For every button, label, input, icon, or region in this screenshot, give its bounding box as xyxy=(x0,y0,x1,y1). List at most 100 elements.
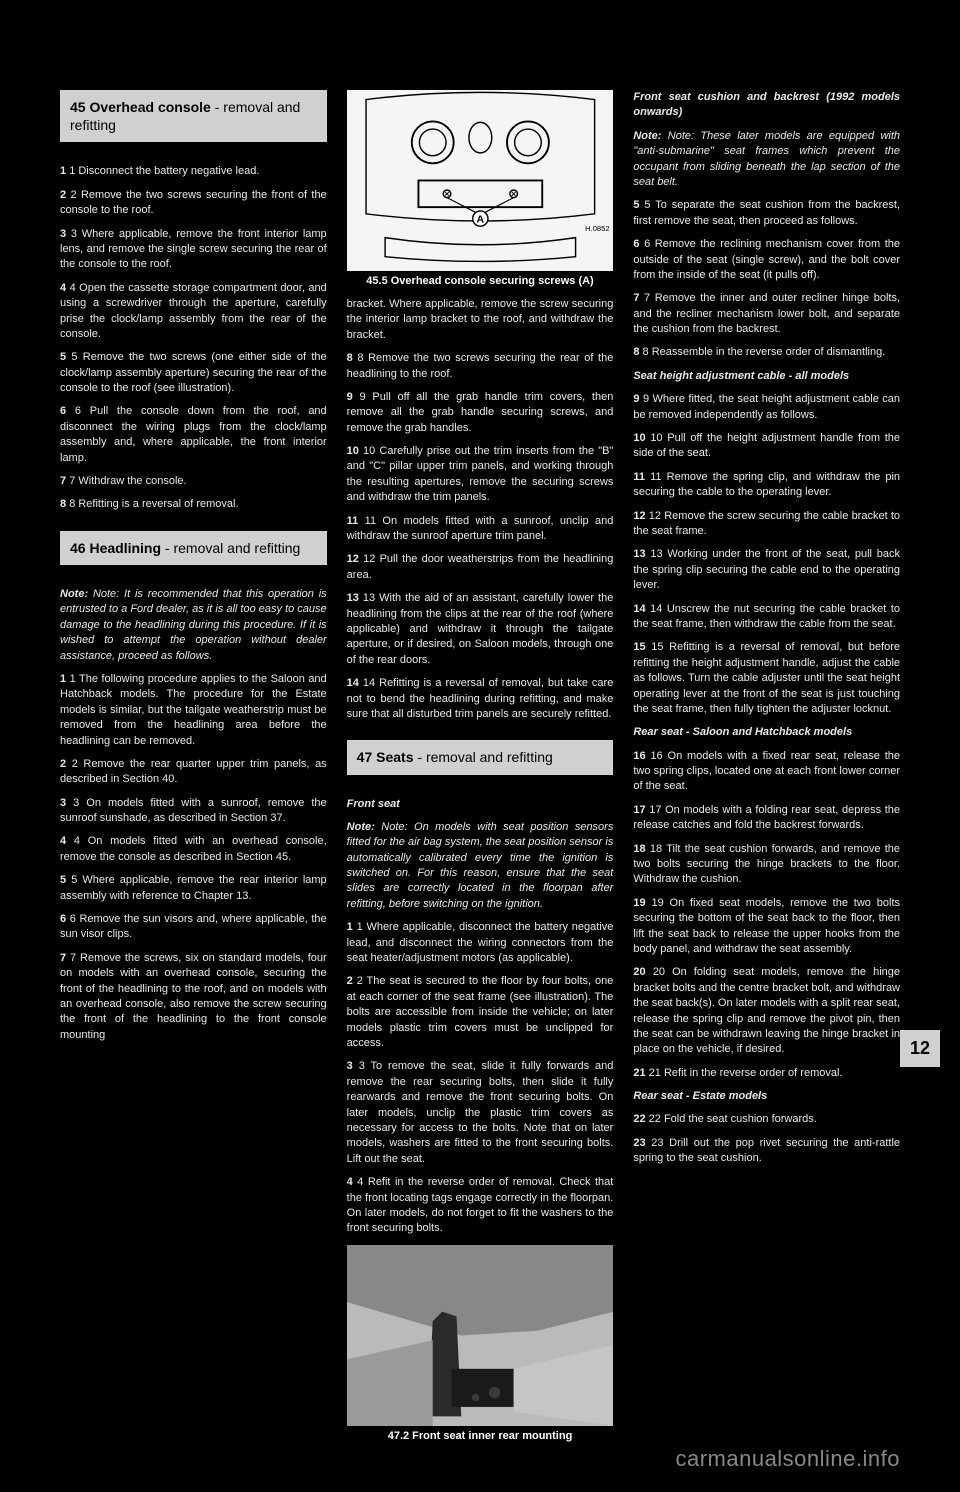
para: 3 3 Where applicable, remove the front i… xyxy=(60,227,327,273)
section-subtitle: - removal and refitting xyxy=(161,540,300,556)
para: 16 16 On models with a fixed rear seat, … xyxy=(633,749,900,795)
subheading: Front seat cushion and backrest (1992 mo… xyxy=(633,90,900,121)
text: 5 To separate the seat cushion from the … xyxy=(633,199,900,226)
subheading: Rear seat - Estate models xyxy=(633,1089,900,1104)
para: 9 9 Where fitted, the seat height adjust… xyxy=(633,392,900,423)
text: 7 Remove the inner and outer recliner hi… xyxy=(633,292,900,335)
para: 2 2 Remove the rear quarter upper trim p… xyxy=(60,757,327,788)
text: 10 Pull off the height adjustment handle… xyxy=(633,432,900,459)
para: 21 21 Refit in the reverse order of remo… xyxy=(633,1066,900,1081)
para: 14 14 Unscrew the nut securing the cable… xyxy=(633,602,900,633)
para: 11 11 On models fitted with a sunroof, u… xyxy=(347,514,614,545)
text: 19 On fixed seat models, remove the two … xyxy=(633,897,900,955)
watermark: carmanualsonline.info xyxy=(675,1446,900,1472)
para: 5 5 Remove the two screws (one either si… xyxy=(60,350,327,396)
text: Note: On models with seat position senso… xyxy=(347,821,614,910)
para: 7 7 Remove the inner and outer recliner … xyxy=(633,291,900,337)
text: 10 Carefully prise out the trim inserts … xyxy=(347,445,614,503)
text: 21 Refit in the reverse order of removal… xyxy=(649,1067,843,1079)
section-title: Overhead console xyxy=(89,99,210,115)
text: 3 To remove the seat, slide it fully for… xyxy=(347,1060,614,1164)
para: 4 4 Open the cassette storage compartmen… xyxy=(60,281,327,343)
para: 4 4 On models fitted with an overhead co… xyxy=(60,834,327,865)
subheading: Front seat xyxy=(347,797,614,812)
para: Note: Note: It is recommended that this … xyxy=(60,587,327,664)
text: 9 Where fitted, the seat height adjustme… xyxy=(633,393,900,420)
text: 7 Remove the screws, six on standard mod… xyxy=(60,952,327,1041)
para: 1 1 Disconnect the battery negative lead… xyxy=(60,164,327,179)
text: 4 On models fitted with an overhead cons… xyxy=(60,835,327,862)
section-num: 46 xyxy=(70,540,86,556)
text: 4 Open the cassette storage compartment … xyxy=(60,282,327,340)
text: 6 Pull the console down from the roof, a… xyxy=(60,405,327,463)
section-46-heading: 46 Headlining - removal and refitting xyxy=(60,531,327,565)
para: 10 10 Pull off the height adjustment han… xyxy=(633,431,900,462)
diagram-overhead-console: A H.0852 xyxy=(347,90,614,271)
para: Note: Note: These later models are equip… xyxy=(633,129,900,191)
para: 8 8 Reassemble in the reverse order of d… xyxy=(633,345,900,360)
para: 19 19 On fixed seat models, remove the t… xyxy=(633,896,900,958)
para: 3 3 To remove the seat, slide it fully f… xyxy=(347,1059,614,1167)
section-45-heading: 45 Overhead console - removal and refitt… xyxy=(60,90,327,142)
text: 3 Where applicable, remove the front int… xyxy=(60,228,327,271)
svg-text:H.0852: H.0852 xyxy=(585,224,610,233)
text: 9 Pull off all the grab handle trim cove… xyxy=(347,391,614,434)
para: 13 13 With the aid of an assistant, care… xyxy=(347,591,614,668)
section-subtitle: - removal and refitting xyxy=(414,749,553,765)
text: 23 Drill out the pop rivet securing the … xyxy=(633,1137,900,1164)
text: 11 Remove the spring clip, and withdraw … xyxy=(633,471,900,498)
para: 17 17 On models with a folding rear seat… xyxy=(633,803,900,834)
text: 1 The following procedure applies to the… xyxy=(60,673,327,747)
para: 14 14 Refitting is a reversal of removal… xyxy=(347,676,614,722)
para: 23 23 Drill out the pop rivet securing t… xyxy=(633,1136,900,1167)
para: 6 6 Pull the console down from the roof,… xyxy=(60,404,327,466)
text: 20 On folding seat models, remove the hi… xyxy=(633,966,900,1055)
text: 18 Tilt the seat cushion forwards, and r… xyxy=(633,843,900,886)
para: 11 11 Remove the spring clip, and withdr… xyxy=(633,470,900,501)
para: 7 7 Withdraw the console. xyxy=(60,474,327,489)
svg-text:A: A xyxy=(476,214,484,225)
figure-caption: 45.5 Overhead console securing screws (A… xyxy=(347,271,614,291)
figure-45-5: A H.0852 45.5 Overhead console securing … xyxy=(347,90,614,291)
para: 18 18 Tilt the seat cushion forwards, an… xyxy=(633,842,900,888)
text: 2 Remove the rear quarter upper trim pan… xyxy=(60,758,327,785)
para: 22 22 Fold the seat cushion forwards. xyxy=(633,1112,900,1127)
section-47-heading: 47 Seats - removal and refitting xyxy=(347,740,614,774)
para: 15 15 Refitting is a reversal of removal… xyxy=(633,640,900,717)
text: Front seat cushion and backrest (1992 mo… xyxy=(633,91,900,118)
para: 20 20 On folding seat models, remove the… xyxy=(633,965,900,1057)
text: 16 On models with a fixed rear seat, rel… xyxy=(633,750,900,793)
section-title: Headlining xyxy=(89,540,161,556)
subheading: Rear seat - Saloon and Hatchback models xyxy=(633,725,900,740)
para: 4 4 Refit in the reverse order of remova… xyxy=(347,1175,614,1237)
text: 22 Fold the seat cushion forwards. xyxy=(649,1113,817,1125)
para: 1 1 Where applicable, disconnect the bat… xyxy=(347,920,614,966)
para: 12 12 Pull the door weatherstrips from t… xyxy=(347,552,614,583)
para: 8 8 Remove the two screws securing the r… xyxy=(347,351,614,382)
para: 10 10 Carefully prise out the trim inser… xyxy=(347,444,614,506)
text: 2 The seat is secured to the floor by fo… xyxy=(347,975,614,1049)
text: 6 Remove the sun visors and, where appli… xyxy=(60,913,327,940)
text: 12 Pull the door weatherstrips from the … xyxy=(347,553,614,580)
text: 1 Where applicable, disconnect the batte… xyxy=(347,921,614,964)
para: 9 9 Pull off all the grab handle trim co… xyxy=(347,390,614,436)
text: 14 Refitting is a reversal of removal, b… xyxy=(347,677,614,720)
text: 5 Where applicable, remove the rear inte… xyxy=(60,874,327,901)
text: 8 Reassemble in the reverse order of dis… xyxy=(643,346,886,358)
para: 2 2 The seat is secured to the floor by … xyxy=(347,974,614,1051)
para: 5 5 To separate the seat cushion from th… xyxy=(633,198,900,229)
text: 11 On models fitted with a sunroof, uncl… xyxy=(347,515,614,542)
chapter-tab: 12 xyxy=(900,1030,940,1067)
text: 7 Withdraw the console. xyxy=(69,475,186,487)
text: 8 Refitting is a reversal of removal. xyxy=(69,498,238,510)
text: 1 Disconnect the battery negative lead. xyxy=(69,165,259,177)
section-num: 45 xyxy=(70,99,86,115)
text: 4 Refit in the reverse order of removal.… xyxy=(347,1176,614,1234)
text: 14 Unscrew the nut securing the cable br… xyxy=(633,603,900,630)
text: 12 Remove the screw securing the cable b… xyxy=(633,510,900,537)
para: Note: Note: On models with seat position… xyxy=(347,820,614,912)
para: 6 6 Remove the sun visors and, where app… xyxy=(60,912,327,943)
para: 2 2 Remove the two screws securing the f… xyxy=(60,188,327,219)
para: 5 5 Where applicable, remove the rear in… xyxy=(60,873,327,904)
para: 13 13 Working under the front of the sea… xyxy=(633,547,900,593)
